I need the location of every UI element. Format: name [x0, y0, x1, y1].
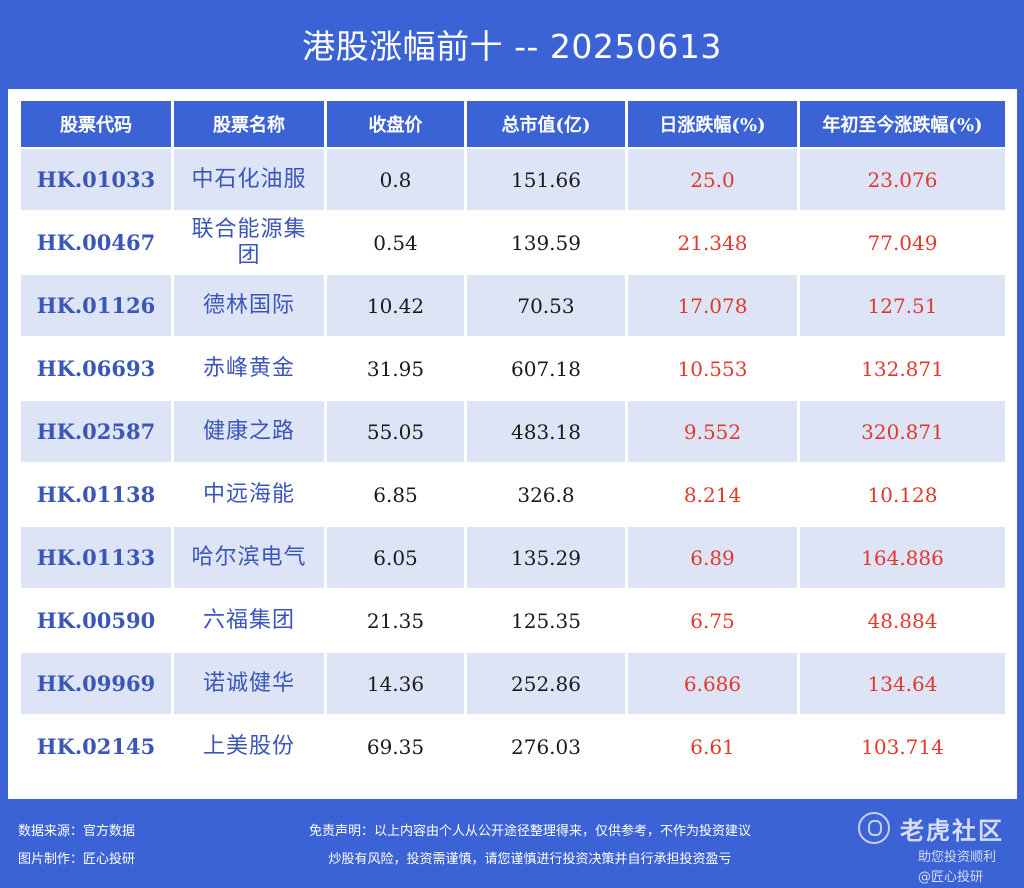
stock-name: 哈尔滨电气 — [174, 527, 324, 588]
stock-name: 诺诚健华 — [174, 653, 324, 714]
day-change: 6.61 — [628, 716, 797, 777]
day-change: 9.552 — [628, 401, 797, 462]
close-price: 14.36 — [327, 653, 464, 714]
close-price: 6.85 — [327, 464, 464, 525]
disclaimer: 免责声明：以上内容由个人从公开途径整理得来，仅供参考，不作为投资建议 炒股有风险… — [250, 818, 810, 874]
stock-name: 上美股份 — [174, 716, 324, 777]
stock-code: HK.00590 — [21, 590, 171, 651]
table-row: HK.02145 上美股份 69.35 276.03 6.61 103.714 — [21, 716, 1005, 777]
market-cap: 151.66 — [467, 149, 625, 210]
day-change: 21.348 — [628, 212, 797, 273]
header-day-change: 日涨跌幅(%) — [628, 101, 797, 147]
stock-code: HK.01126 — [21, 275, 171, 336]
close-price: 69.35 — [327, 716, 464, 777]
stock-name: 赤峰黄金 — [174, 338, 324, 399]
table-row: HK.09969 诺诚健华 14.36 252.86 6.686 134.64 — [21, 653, 1005, 714]
stock-code: HK.02587 — [21, 401, 171, 462]
header-name: 股票名称 — [174, 101, 324, 147]
disclaimer-line-1: 免责声明：以上内容由个人从公开途径整理得来，仅供参考，不作为投资建议 — [308, 824, 751, 839]
header-code: 股票代码 — [21, 101, 171, 147]
ytd-change: 164.886 — [800, 527, 1005, 588]
day-change: 6.75 — [628, 590, 797, 651]
ytd-change: 127.51 — [800, 275, 1005, 336]
market-cap: 326.8 — [467, 464, 625, 525]
disclaimer-line-2: 炒股有风险，投资需谨慎，请您谨慎进行投资决策并自行承担投资盈亏 — [328, 852, 732, 867]
market-cap: 70.53 — [467, 275, 625, 336]
market-cap: 135.29 — [467, 527, 625, 588]
header-market-cap: 总市值(亿) — [467, 101, 625, 147]
table-panel: 股票代码 股票名称 收盘价 总市值(亿) 日涨跌幅(%) 年初至今涨跌幅(%) … — [8, 89, 1017, 799]
table-row: HK.01126 德林国际 10.42 70.53 17.078 127.51 — [21, 275, 1005, 336]
footer-credits: 数据来源：官方数据 图片制作：匠心投研 — [18, 818, 135, 874]
market-cap: 252.86 — [467, 653, 625, 714]
table-row: HK.02587 健康之路 55.05 483.18 9.552 320.871 — [21, 401, 1005, 462]
stock-code: HK.01133 — [21, 527, 171, 588]
close-price: 31.95 — [327, 338, 464, 399]
market-cap: 276.03 — [467, 716, 625, 777]
table-row: HK.00590 六福集团 21.35 125.35 6.75 48.884 — [21, 590, 1005, 651]
tiger-logo-icon — [858, 812, 890, 844]
day-change: 17.078 — [628, 275, 797, 336]
header-ytd-change: 年初至今涨跌幅(%) — [800, 101, 1005, 147]
ytd-change: 134.64 — [800, 653, 1005, 714]
stock-code: HK.01033 — [21, 149, 171, 210]
stock-code: HK.02145 — [21, 716, 171, 777]
data-source: 数据来源：官方数据 — [18, 824, 136, 839]
page-title: 港股涨幅前十 -- 20250613 — [302, 27, 722, 66]
watermark: 助您投资顺利 @匠心投研 — [918, 848, 996, 888]
watermark-line-1: 助您投资顺利 — [918, 850, 997, 865]
ytd-change: 132.871 — [800, 338, 1005, 399]
stock-code: HK.01138 — [21, 464, 171, 525]
market-cap: 139.59 — [467, 212, 625, 273]
table-row: HK.01133 哈尔滨电气 6.05 135.29 6.89 164.886 — [21, 527, 1005, 588]
stock-name: 中远海能 — [174, 464, 324, 525]
stock-code: HK.06693 — [21, 338, 171, 399]
close-price: 0.54 — [327, 212, 464, 273]
close-price: 21.35 — [327, 590, 464, 651]
day-change: 8.214 — [628, 464, 797, 525]
day-change: 10.553 — [628, 338, 797, 399]
stock-name: 联合能源集团 — [174, 212, 324, 273]
day-change: 6.89 — [628, 527, 797, 588]
header-close: 收盘价 — [327, 101, 464, 147]
stock-table: 股票代码 股票名称 收盘价 总市值(亿) 日涨跌幅(%) 年初至今涨跌幅(%) … — [18, 99, 1008, 779]
table-row: HK.01033 中石化油服 0.8 151.66 25.0 23.076 — [21, 149, 1005, 210]
stock-name: 六福集团 — [174, 590, 324, 651]
ytd-change: 48.884 — [800, 590, 1005, 651]
logo-text: 老虎社区 — [900, 816, 1004, 845]
ytd-change: 10.128 — [800, 464, 1005, 525]
day-change: 25.0 — [628, 149, 797, 210]
ytd-change: 320.871 — [800, 401, 1005, 462]
table-header-row: 股票代码 股票名称 收盘价 总市值(亿) 日涨跌幅(%) 年初至今涨跌幅(%) — [21, 101, 1005, 147]
table-row: HK.06693 赤峰黄金 31.95 607.18 10.553 132.87… — [21, 338, 1005, 399]
ytd-change: 103.714 — [800, 716, 1005, 777]
stock-name: 中石化油服 — [174, 149, 324, 210]
stock-name: 健康之路 — [174, 401, 324, 462]
market-cap: 607.18 — [467, 338, 625, 399]
close-price: 10.42 — [327, 275, 464, 336]
stock-name: 德林国际 — [174, 275, 324, 336]
close-price: 0.8 — [327, 149, 464, 210]
tiger-community-logo: 老虎社区 — [858, 808, 1004, 848]
day-change: 6.686 — [628, 653, 797, 714]
close-price: 6.05 — [327, 527, 464, 588]
ytd-change: 77.049 — [800, 212, 1005, 273]
market-cap: 125.35 — [467, 590, 625, 651]
ytd-change: 23.076 — [800, 149, 1005, 210]
stock-code: HK.09969 — [21, 653, 171, 714]
table-row: HK.01138 中远海能 6.85 326.8 8.214 10.128 — [21, 464, 1005, 525]
market-cap: 483.18 — [467, 401, 625, 462]
footer: 数据来源：官方数据 图片制作：匠心投研 免责声明：以上内容由个人从公开途径整理得… — [0, 806, 1024, 885]
table-row: HK.00467 联合能源集团 0.54 139.59 21.348 77.04… — [21, 212, 1005, 273]
watermark-line-2: @匠心投研 — [918, 870, 984, 885]
stock-code: HK.00467 — [21, 212, 171, 273]
image-maker: 图片制作：匠心投研 — [18, 852, 136, 867]
close-price: 55.05 — [327, 401, 464, 462]
